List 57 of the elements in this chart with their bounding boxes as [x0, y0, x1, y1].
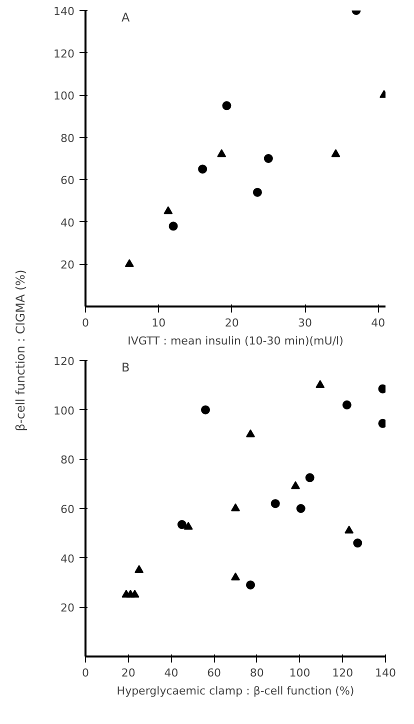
- x-tick-label: 10: [152, 316, 166, 330]
- point: [168, 222, 178, 231]
- x-tick-label: 30: [298, 316, 312, 330]
- y-tick-label: 40: [60, 216, 75, 230]
- x-tick-label: 0: [82, 316, 89, 330]
- chart-title: B: [122, 360, 130, 374]
- x-tick-label: 20: [224, 316, 239, 330]
- x-tick-label: 100: [289, 666, 310, 680]
- y-tick-label: 60: [60, 174, 75, 188]
- point: [201, 405, 210, 414]
- point: [217, 149, 226, 158]
- y-tick-label: 120: [54, 355, 75, 368]
- point: [164, 206, 173, 214]
- y-tick-label: 100: [54, 90, 75, 103]
- y-tick-label: 80: [60, 132, 75, 145]
- point: [198, 164, 208, 174]
- point: [177, 520, 186, 530]
- point: [305, 473, 314, 482]
- x-axis-title: Hyperglycaemic clamp : β-cell function (%): [116, 684, 354, 698]
- point: [291, 481, 300, 490]
- point: [130, 590, 140, 598]
- y-tick-label: 20: [60, 602, 75, 615]
- point: [252, 188, 262, 197]
- x-tick-label: 60: [207, 666, 222, 680]
- point: [231, 572, 240, 580]
- y-tick-label: 20: [60, 258, 75, 272]
- y-tick-label: 40: [60, 552, 75, 566]
- x-tick-label: 40: [371, 316, 386, 330]
- y-axis-title: β-cell function : CIGMA (%): [14, 270, 28, 432]
- y-tick-label: 80: [60, 454, 75, 467]
- point: [222, 101, 232, 110]
- point: [296, 504, 306, 513]
- x-tick-label: 0: [82, 666, 89, 680]
- x-axis-title: IVGTT : mean insulin (10-30 min)(mU/l): [128, 334, 344, 348]
- point: [342, 400, 352, 410]
- x-tick-label: 40: [164, 666, 178, 680]
- point: [246, 429, 255, 438]
- point: [331, 149, 340, 158]
- y-tick-label: 120: [54, 47, 75, 60]
- x-tick-label: 140: [375, 666, 396, 680]
- point: [353, 538, 362, 548]
- point: [344, 526, 354, 534]
- y-tick-label: 100: [54, 404, 75, 418]
- point: [316, 380, 325, 388]
- point: [134, 565, 144, 573]
- x-tick-label: 120: [332, 666, 354, 680]
- point: [270, 499, 280, 508]
- point: [264, 154, 273, 163]
- point: [246, 580, 255, 590]
- x-tick-label: 20: [121, 666, 136, 680]
- y-tick-label: 140: [54, 5, 75, 18]
- point: [124, 259, 134, 268]
- x-tick-label: 80: [250, 666, 264, 680]
- point: [231, 503, 240, 512]
- y-tick-label: 60: [60, 503, 75, 516]
- point: [184, 522, 193, 530]
- chart-title: A: [122, 10, 130, 24]
